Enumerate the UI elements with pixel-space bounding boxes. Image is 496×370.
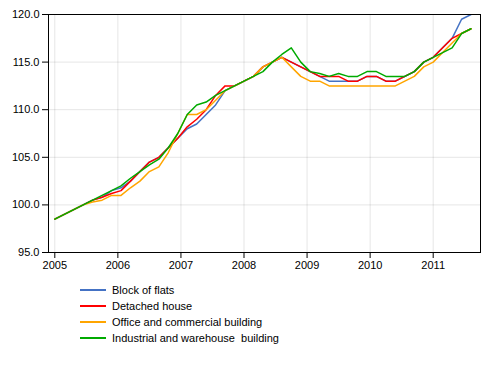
html-text:Block of flats: Block of flats bbox=[112, 284, 175, 296]
svg-text:2010: 2010 bbox=[358, 259, 382, 271]
html-text:Detached house: Detached house bbox=[112, 300, 193, 312]
svg-text:95.0: 95.0 bbox=[18, 246, 39, 258]
svg-text:110.0: 110.0 bbox=[13, 103, 40, 115]
svg-text:2011: 2011 bbox=[421, 259, 445, 271]
svg-text:2009: 2009 bbox=[295, 259, 319, 271]
svg-text:2005: 2005 bbox=[43, 259, 67, 271]
svg-text:100.0: 100.0 bbox=[12, 198, 40, 210]
svg-text:2006: 2006 bbox=[106, 259, 130, 271]
svg-text:105.0: 105.0 bbox=[12, 151, 40, 163]
svg-text:120.0: 120.0 bbox=[12, 8, 40, 20]
html-text:Industrial and warehouse build: Industrial and warehouse building bbox=[112, 332, 279, 344]
html-text:Office and commercial building: Office and commercial building bbox=[112, 316, 263, 328]
svg-text:2007: 2007 bbox=[169, 259, 193, 271]
svg-text:2008: 2008 bbox=[232, 259, 256, 271]
svg-text:115.0: 115.0 bbox=[13, 56, 40, 68]
